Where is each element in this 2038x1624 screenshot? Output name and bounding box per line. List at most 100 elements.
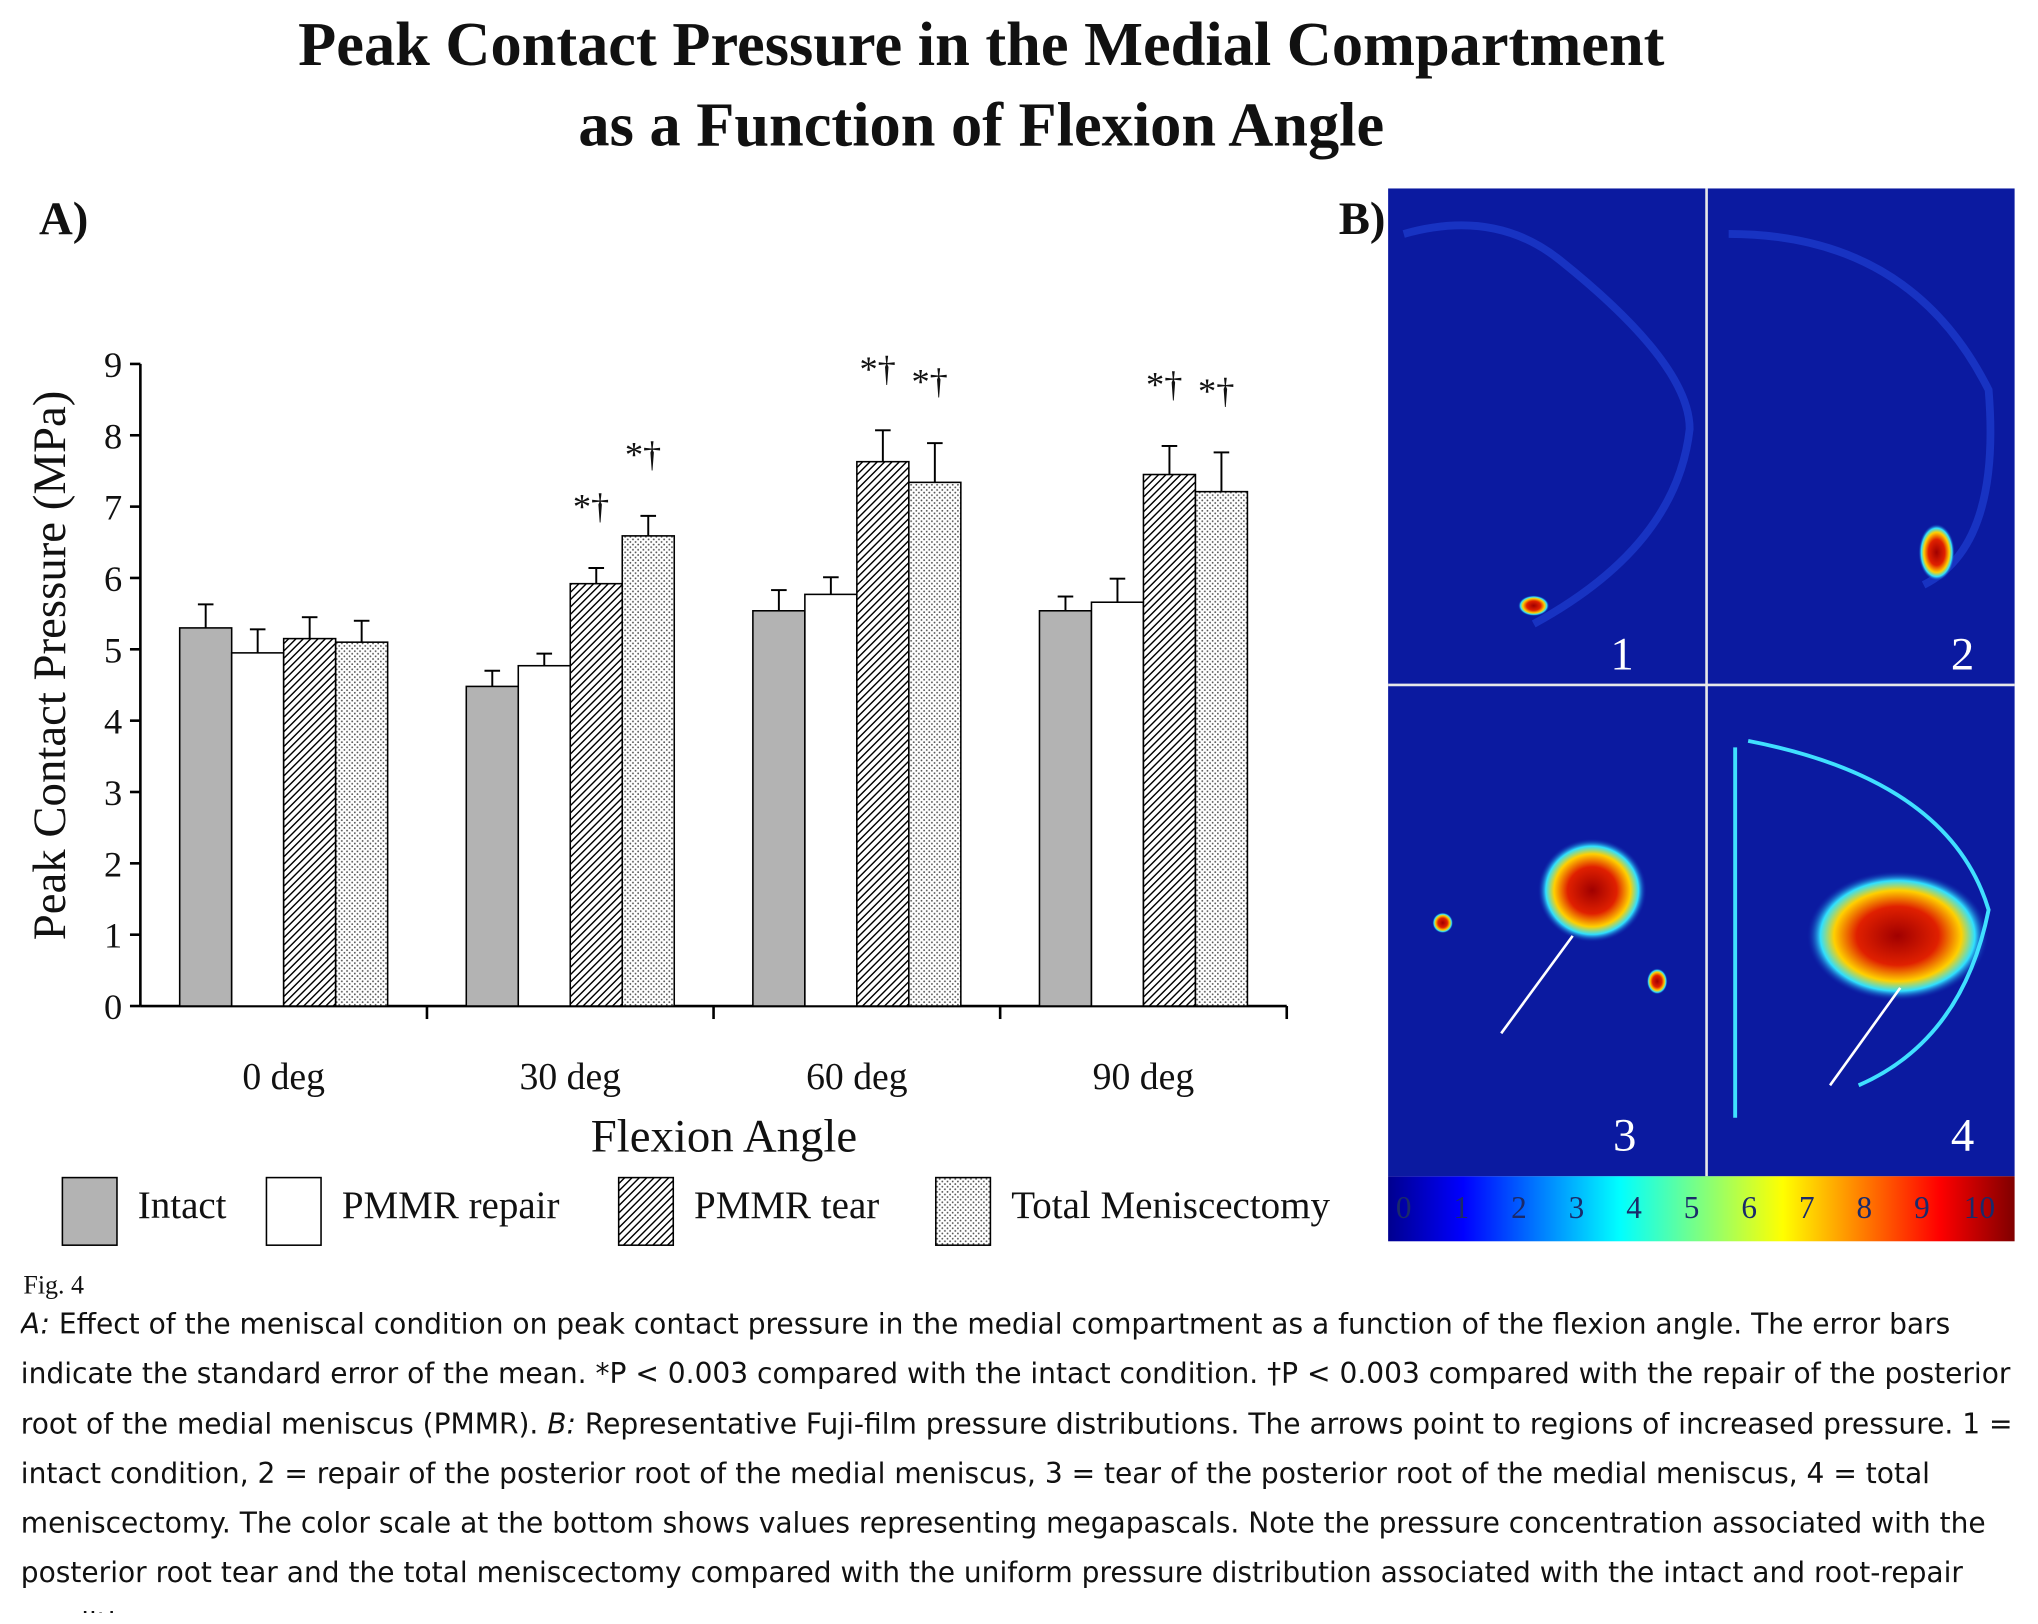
- legend-label: Total Meniscectomy: [1011, 1184, 1330, 1227]
- pressure-spot: [1432, 912, 1454, 934]
- bar: [856, 460, 910, 1007]
- figure-label: Fig. 4: [23, 1270, 84, 1299]
- error-bar: [1213, 451, 1230, 492]
- y-tick-label: 7: [104, 488, 122, 528]
- error-bar: [249, 628, 266, 653]
- colorbar-label: 6: [1741, 1190, 1757, 1225]
- legend-label: Intact: [138, 1184, 227, 1227]
- significance-marker: *†: [911, 362, 947, 402]
- bar: [1038, 610, 1093, 1007]
- contour: [1733, 738, 1991, 1118]
- y-axis-title: Peak Contact Pressure (MPa): [24, 391, 76, 941]
- y-tick-label: 1: [104, 916, 122, 956]
- caption-text: Representative Fuji-film pressure distri…: [20, 1408, 2013, 1613]
- legend-swatch: [617, 1176, 675, 1246]
- significance-marker: *†: [1146, 365, 1182, 405]
- y-tick-label: 0: [104, 987, 122, 1027]
- pressure-spot: [1537, 838, 1647, 943]
- bar: [230, 652, 285, 1007]
- error-bar: [1057, 595, 1074, 611]
- texture: [1402, 221, 1694, 628]
- bar: [752, 610, 806, 1007]
- y-tick-label: 8: [104, 416, 122, 456]
- error-bar: [301, 616, 318, 639]
- y-tick-label: 2: [104, 844, 122, 884]
- bar: [908, 481, 962, 1007]
- pressure-spot: [1518, 595, 1550, 617]
- bar: [465, 685, 520, 1007]
- y-tick-label: 5: [104, 630, 122, 670]
- error-bar: [1161, 445, 1178, 475]
- legend-swatch: [61, 1176, 118, 1246]
- colorbar: [1388, 1176, 2015, 1242]
- y-tick-label: 3: [104, 773, 122, 813]
- bar: [621, 535, 676, 1007]
- bar: [1090, 601, 1145, 1007]
- x-tick-label: 60 deg: [806, 1056, 908, 1098]
- bar: [178, 627, 233, 1007]
- image-number: 2: [1951, 628, 1974, 680]
- bar: [334, 641, 389, 1007]
- colorbar-label: 7: [1799, 1190, 1815, 1225]
- x-tick-label: 30 deg: [519, 1056, 621, 1098]
- bar: [282, 637, 337, 1007]
- error-bar: [353, 619, 370, 643]
- caption-box: A: Effect of the meniscal condition on p…: [21, 1301, 2029, 1613]
- caption-text: Effect of the meniscal condition on peak…: [20, 1308, 2011, 1441]
- pressure-spot: [1806, 870, 1989, 1001]
- colorbar-label: 1: [1454, 1190, 1470, 1225]
- bar: [804, 593, 858, 1007]
- error-bar: [536, 652, 553, 666]
- pressure-spot: [1646, 968, 1668, 995]
- y-tick-label: 6: [104, 559, 122, 599]
- colorbar-label: 10: [1964, 1190, 1995, 1225]
- arrow: [1828, 987, 1902, 1087]
- error-bar: [875, 429, 891, 462]
- significance-marker: *†: [625, 435, 661, 475]
- title-line: as a Function of Flexion Angle: [578, 91, 1384, 160]
- image-number: 3: [1613, 1109, 1636, 1161]
- texture: [1728, 230, 1995, 589]
- y-tick-label: 9: [104, 345, 122, 385]
- error-bar: [771, 589, 787, 611]
- bar: [1194, 490, 1249, 1007]
- error-bar: [927, 442, 943, 483]
- panel-b: 1 2 3 4 0 1 2 3 4 5 6 7 8 9 10: [1388, 188, 2015, 1242]
- colorbar-label: 3: [1569, 1190, 1585, 1225]
- legend-label: PMMR repair: [342, 1184, 560, 1227]
- error-bar: [197, 603, 214, 628]
- panel-label: B): [1339, 193, 1386, 245]
- error-bar: [640, 514, 657, 536]
- error-bar: [484, 669, 501, 687]
- image-number: 4: [1951, 1109, 1974, 1161]
- error-bar: [588, 567, 605, 584]
- image-number: 1: [1610, 628, 1633, 680]
- colorbar-label: 9: [1914, 1190, 1930, 1225]
- arrow: [1500, 935, 1574, 1035]
- x-axis-title: Flexion Angle: [591, 1111, 857, 1163]
- caption-text: A:: [20, 1308, 50, 1342]
- legend-swatch: [265, 1176, 322, 1246]
- colorbar-label: 5: [1684, 1190, 1700, 1225]
- bar: [1142, 473, 1197, 1007]
- title-line: Peak Contact Pressure in the Medial Comp…: [298, 10, 1664, 79]
- colorbar-label: 4: [1626, 1190, 1642, 1225]
- bar: [569, 582, 624, 1007]
- bar: [517, 664, 572, 1007]
- panel-label: A): [39, 193, 88, 245]
- x-tick-label: 90 deg: [1093, 1056, 1195, 1098]
- significance-marker: *†: [573, 487, 609, 527]
- error-bar: [1109, 577, 1126, 603]
- x-tick-label: 0 deg: [242, 1056, 325, 1098]
- colorbar-label: 0: [1396, 1190, 1412, 1225]
- colorbar-label: 8: [1857, 1190, 1873, 1225]
- legend-swatch: [935, 1176, 992, 1246]
- caption: A: Effect of the meniscal condition on p…: [21, 1301, 2029, 1613]
- significance-marker: *†: [859, 349, 895, 389]
- colorbar-label: 2: [1511, 1190, 1527, 1225]
- significance-marker: *†: [1198, 371, 1234, 411]
- caption-text: B:: [547, 1408, 576, 1441]
